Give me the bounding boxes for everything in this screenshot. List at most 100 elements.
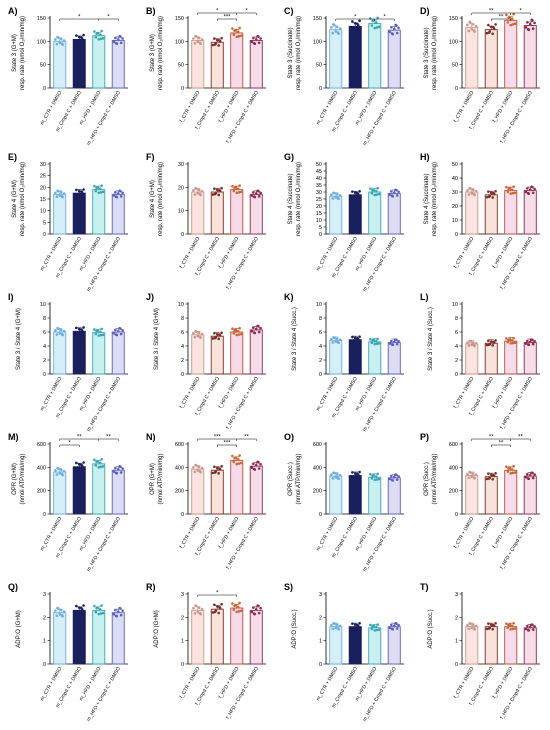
- x-tick-label: m_HFD + Cmpd C + DMSO: [86, 236, 122, 293]
- data-point: [114, 41, 118, 45]
- bar: [484, 29, 498, 89]
- y-axis-label: OPR (Succ.): [288, 462, 294, 496]
- data-point: [119, 189, 122, 193]
- data-point: [235, 333, 239, 337]
- data-point: [112, 612, 116, 616]
- data-point: [257, 611, 261, 615]
- data-point: [376, 16, 379, 20]
- y-tick-label: 5: [43, 220, 46, 226]
- y-tick-label: 50: [316, 63, 322, 69]
- data-point: [351, 28, 355, 31]
- data-point: [93, 184, 96, 188]
- panel-label: B): [146, 6, 156, 16]
- data-point: [533, 187, 536, 191]
- data-point: [250, 329, 254, 333]
- data-point: [54, 469, 57, 472]
- y-axis-label: resp. rate (nmol O₂/min/mg): [296, 162, 302, 236]
- data-point: [358, 189, 361, 193]
- significance-label: *: [216, 9, 219, 15]
- data-point: [239, 609, 243, 613]
- data-point: [505, 337, 508, 340]
- data-point: [397, 190, 400, 194]
- data-point: [99, 333, 103, 337]
- data-point: [371, 625, 374, 628]
- data-point: [213, 465, 216, 469]
- bar: [329, 626, 343, 665]
- data-point: [252, 41, 256, 45]
- data-point: [94, 36, 98, 39]
- data-point: [98, 461, 102, 465]
- data-point: [259, 326, 262, 330]
- data-point: [375, 193, 379, 196]
- y-axis-label: State 3 / State 4 (Succ.): [428, 307, 434, 371]
- data-point: [220, 36, 223, 40]
- data-point: [79, 612, 83, 616]
- data-point: [513, 22, 517, 26]
- data-point: [388, 193, 392, 196]
- data-point: [220, 331, 223, 335]
- data-point: [193, 41, 197, 45]
- data-point: [211, 611, 215, 614]
- data-point: [200, 466, 204, 470]
- data-point: [193, 335, 197, 339]
- data-point: [335, 193, 339, 196]
- data-point: [232, 33, 236, 36]
- data-point: [487, 23, 490, 27]
- data-point: [487, 195, 491, 199]
- data-point: [238, 184, 241, 187]
- data-point: [505, 185, 508, 189]
- significance-label: *: [107, 15, 110, 21]
- data-point: [531, 185, 534, 189]
- y-tick-label: 30: [316, 190, 322, 196]
- data-point: [335, 25, 339, 29]
- y-tick-label: 6: [181, 330, 184, 336]
- data-point: [507, 187, 510, 191]
- data-point: [198, 192, 202, 196]
- data-point: [533, 339, 536, 343]
- data-point: [259, 462, 262, 466]
- y-tick-label: 10: [316, 218, 322, 224]
- data-point: [524, 342, 528, 345]
- data-point: [388, 477, 392, 481]
- data-point: [491, 196, 495, 199]
- data-point: [466, 623, 469, 627]
- bar: [465, 26, 479, 89]
- data-point: [259, 191, 262, 195]
- data-point: [506, 21, 510, 24]
- bar: [348, 194, 362, 235]
- data-point: [467, 627, 471, 631]
- data-point: [358, 335, 361, 338]
- y-tick-label: 0: [455, 372, 458, 378]
- data-point: [56, 326, 59, 330]
- data-point: [358, 470, 361, 474]
- panel-label: L): [420, 292, 429, 302]
- data-point: [474, 624, 478, 628]
- data-point: [471, 341, 475, 344]
- y-tick-label: 200: [37, 489, 46, 495]
- data-point: [395, 338, 398, 342]
- y-tick-label: 0: [43, 232, 46, 238]
- data-point: [211, 43, 215, 47]
- data-point: [97, 334, 101, 337]
- data-point: [487, 339, 490, 343]
- data-point: [507, 467, 510, 470]
- data-point: [213, 187, 216, 190]
- data-point: [232, 460, 236, 464]
- data-point: [511, 23, 515, 26]
- data-point: [526, 472, 529, 476]
- data-point: [338, 194, 342, 197]
- data-point: [505, 465, 508, 469]
- data-point: [95, 329, 98, 333]
- data-point: [119, 332, 123, 336]
- data-point: [330, 623, 333, 627]
- data-point: [489, 191, 493, 195]
- data-point: [101, 333, 105, 337]
- data-point: [194, 34, 197, 38]
- data-point: [474, 24, 478, 28]
- y-tick-label: 10: [452, 302, 458, 308]
- data-point: [75, 461, 78, 465]
- data-point: [197, 465, 201, 469]
- y-axis-label: State 3 / State 4 (G+M): [154, 308, 160, 370]
- bar: [523, 475, 537, 515]
